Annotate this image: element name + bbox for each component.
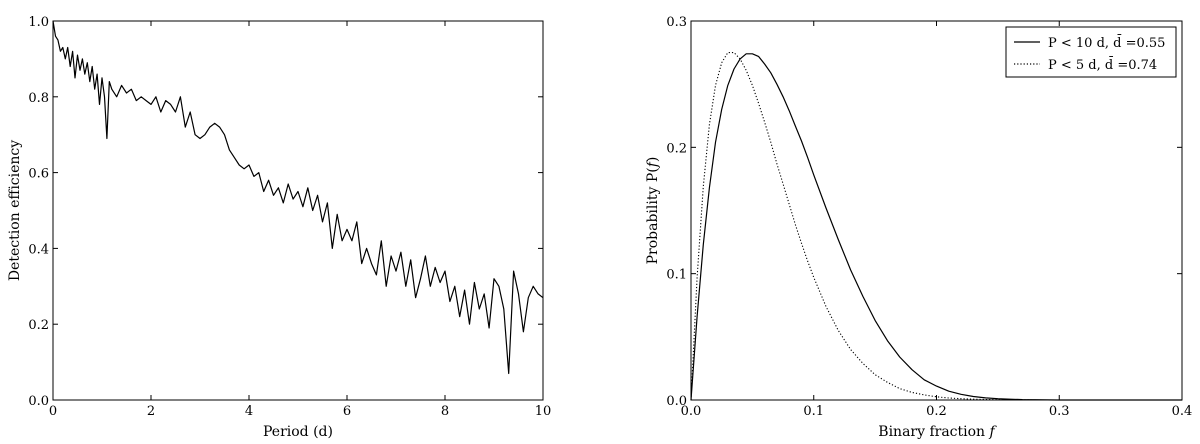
- bf-ytick-label: 0.2: [666, 141, 687, 156]
- legend-label-0: P < 10 d, d̄ =0.55: [1048, 34, 1165, 51]
- bf-x-axis-label: Binary fraction f: [878, 424, 997, 440]
- bf-ytick-label: 0.1: [666, 268, 687, 283]
- bf-y-axis-label-text: Probability P(: [645, 167, 661, 264]
- bf-y-axis-label-var: f: [645, 159, 661, 168]
- eff-ytick-label: 1.0: [28, 15, 49, 30]
- bf-xtick-label: 0.1: [803, 404, 824, 419]
- legend-box: [1005, 26, 1177, 78]
- bf-y-axis-label: Probability P(f): [645, 157, 661, 265]
- bf-y-axis-label-rest: ): [645, 157, 661, 162]
- bf-xtick-label: 0.3: [1049, 404, 1070, 419]
- eff-ytick-label: 0.8: [28, 91, 49, 106]
- bf-axes-frame: [690, 20, 1183, 401]
- eff-xtick-label: 6: [343, 404, 351, 419]
- bf-x-axis-label-text: Binary fraction: [878, 424, 989, 440]
- eff-axes-frame: [52, 20, 544, 401]
- eff-xtick-label: 8: [441, 404, 449, 419]
- eff-ytick-label: 0.4: [28, 242, 49, 257]
- binary-fraction-chart: 0.0 0.1 0.2 0.3 0.4 0.0 0.1 0.2 0.3 Binary fracti…: [645, 15, 1192, 440]
- eff-ytick-label: 0.2: [28, 318, 49, 333]
- eff-xtick-label: 0: [49, 404, 57, 419]
- eff-xtick-label: 4: [245, 404, 253, 419]
- eff-x-axis-label: Period (d): [263, 424, 333, 440]
- bf-xtick-label: 0.0: [681, 404, 702, 419]
- eff-ytick-label: 0.0: [28, 394, 49, 409]
- bf-series-1-line: [690, 52, 1182, 401]
- eff-xtick-label: 10: [535, 404, 552, 419]
- bf-x-axis-label-var: f: [989, 424, 998, 440]
- bf-ytick-label: 0.0: [666, 394, 687, 409]
- bf-ytick-label: 0.3: [666, 15, 687, 30]
- legend-label-1: P < 5 d, d̄ =0.74: [1048, 56, 1157, 73]
- bf-xtick-label: 0.2: [926, 404, 947, 419]
- eff-series-0-line: [52, 20, 544, 375]
- legend: P < 10 d, d̄ =0.55 P < 5 d, d̄ =0.74: [1005, 26, 1177, 78]
- eff-xtick-label: 2: [147, 404, 155, 419]
- efficiency-chart: 0 2 4 6 8 10 0.0 0.2 0.4 0.6 0.8 1.0 Period (d) Detec…: [7, 15, 551, 440]
- eff-ytick-label: 0.6: [28, 167, 49, 182]
- bf-xtick-label: 0.4: [1172, 404, 1193, 419]
- eff-y-axis-label: Detection efficiency: [7, 140, 23, 281]
- bf-series-0-line: [690, 53, 1182, 401]
